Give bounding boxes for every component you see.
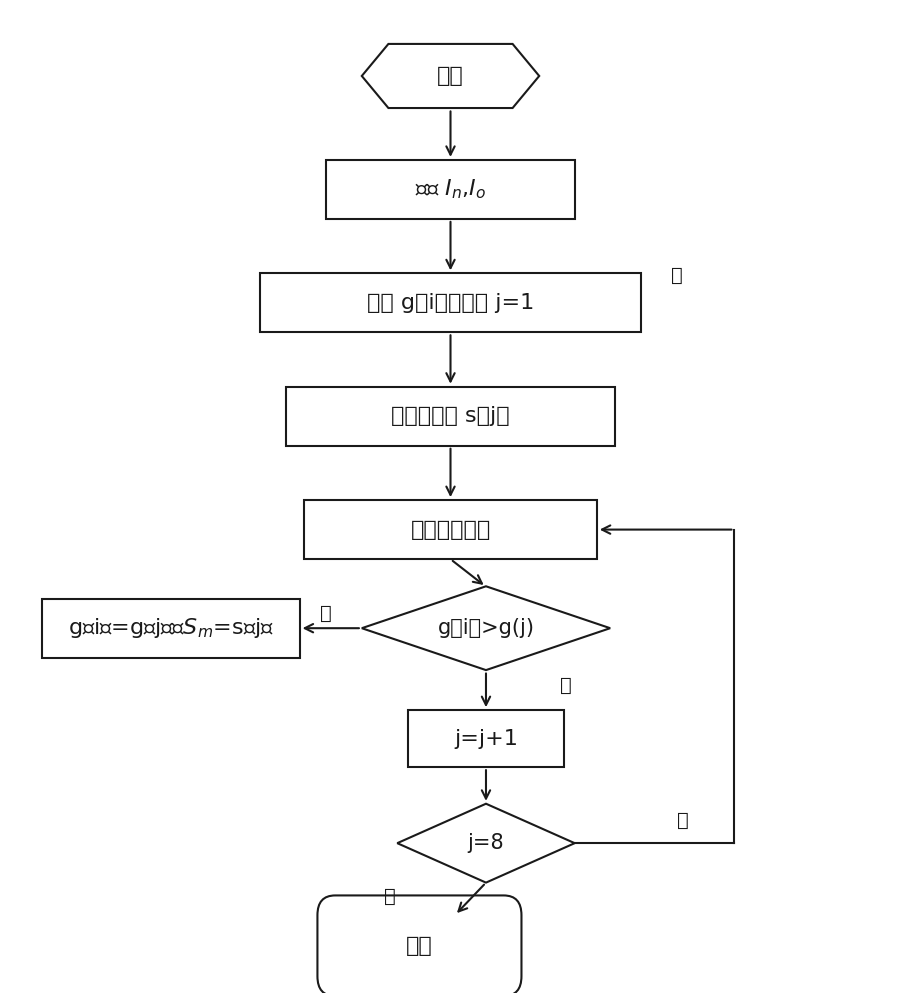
Text: j=j+1: j=j+1: [454, 729, 518, 749]
FancyBboxPatch shape: [287, 387, 614, 446]
Text: 采样 $I_n$,$I_o$: 采样 $I_n$,$I_o$: [414, 178, 487, 201]
Text: 是: 是: [321, 604, 332, 623]
Text: j=8: j=8: [468, 833, 505, 853]
Text: 否: 否: [671, 266, 683, 285]
FancyBboxPatch shape: [408, 710, 564, 767]
Text: 是: 是: [385, 887, 396, 906]
Text: g（i）>g(j): g（i）>g(j): [438, 618, 534, 638]
Polygon shape: [362, 44, 539, 108]
Text: 输出电流预测: 输出电流预测: [410, 520, 491, 540]
Polygon shape: [362, 586, 610, 670]
FancyBboxPatch shape: [42, 599, 300, 658]
Text: g（i）=g（j），$S_m$=s（j）: g（i）=g（j），$S_m$=s（j）: [68, 616, 274, 640]
Text: 给定 g（i），设置 j=1: 给定 g（i），设置 j=1: [367, 293, 534, 313]
Text: 开关状态为 s（j）: 开关状态为 s（j）: [391, 406, 510, 426]
FancyBboxPatch shape: [326, 160, 575, 219]
Text: 开始: 开始: [437, 66, 464, 86]
Text: 否: 否: [560, 676, 572, 695]
Polygon shape: [397, 804, 575, 883]
FancyBboxPatch shape: [259, 273, 642, 332]
Text: 否: 否: [677, 811, 688, 830]
FancyBboxPatch shape: [317, 895, 522, 996]
Text: 结束: 结束: [406, 936, 432, 956]
FancyBboxPatch shape: [305, 500, 596, 559]
